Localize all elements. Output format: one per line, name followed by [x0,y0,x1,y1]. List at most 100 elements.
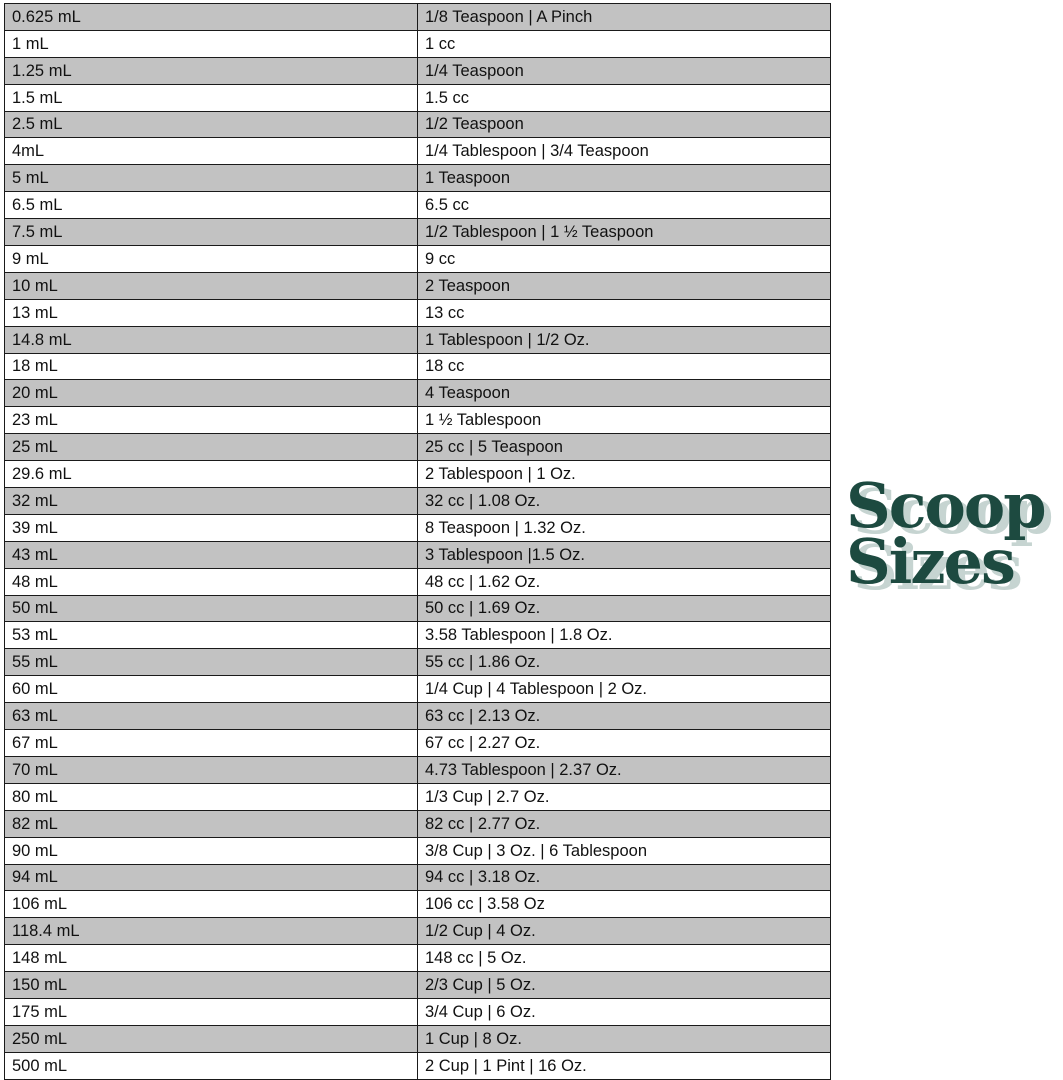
volume-ml-cell: 90 mL [4,836,418,865]
table-row: 5 mL 1 Teaspoon [4,164,831,193]
table-row: 82 mL 82 cc | 2.77 Oz. [4,809,831,838]
table-row: 1.25 mL 1/4 Teaspoon [4,56,831,85]
volume-ml-cell: 70 mL [4,755,418,784]
volume-ml-cell: 10 mL [4,271,418,300]
table-row: 67 mL 67 cc | 2.27 Oz. [4,729,831,757]
volume-ml-cell: 9 mL [4,245,418,273]
equivalent-cell: 1/3 Cup | 2.7 Oz. [417,782,831,811]
table-row: 250 mL 1 Cup | 8 Oz. [4,1024,831,1053]
table-row: 14.8 mL 1 Tablespoon | 1/2 Oz. [4,325,831,354]
table-row: 118.4 mL 1/2 Cup | 4 Oz. [4,917,831,946]
table-row: 1.5 mL 1.5 cc [4,83,831,112]
volume-ml-cell: 18 mL [4,352,418,381]
table-row: 39 mL 8 Teaspoon | 1.32 Oz. [4,513,831,542]
volume-ml-cell: 23 mL [4,406,418,435]
volume-ml-cell: 39 mL [4,513,418,542]
equivalent-cell: 63 cc | 2.13 Oz. [417,702,831,731]
volume-ml-cell: 43 mL [4,540,418,569]
volume-ml-cell: 175 mL [4,997,418,1026]
equivalent-cell: 1 Teaspoon [417,164,831,193]
equivalent-cell: 94 cc | 3.18 Oz. [417,863,831,892]
volume-ml-cell: 4mL [4,137,418,166]
equivalent-cell: 1/8 Teaspoon | A Pinch [417,3,831,31]
table-row: 10 mL 2 Teaspoon [4,271,831,300]
equivalent-cell: 1/4 Tablespoon | 3/4 Teaspoon [417,137,831,166]
equivalent-cell: 2 Cup | 1 Pint | 16 Oz. [417,1051,831,1080]
volume-ml-cell: 53 mL [4,621,418,650]
table-row: 150 mL 2/3 Cup | 5 Oz. [4,971,831,999]
table-row: 4mL 1/4 Tablespoon | 3/4 Teaspoon [4,137,831,166]
table-row: 29.6 mL 2 Tablespoon | 1 Oz. [4,460,831,489]
table-row: 7.5 mL 1/2 Tablespoon | 1 ½ Teaspoon [4,218,831,247]
volume-ml-cell: 0.625 mL [4,3,418,31]
volume-ml-cell: 1.25 mL [4,56,418,85]
equivalent-cell: 8 Teaspoon | 1.32 Oz. [417,513,831,542]
volume-ml-cell: 150 mL [4,971,418,999]
volume-ml-cell: 7.5 mL [4,218,418,247]
table-row: 148 mL 148 cc | 5 Oz. [4,944,831,973]
volume-ml-cell: 20 mL [4,379,418,408]
equivalent-cell: 1 Cup | 8 Oz. [417,1024,831,1053]
equivalent-cell: 48 cc | 1.62 Oz. [417,567,831,596]
volume-ml-cell: 80 mL [4,782,418,811]
table-row: 20 mL 4 Teaspoon [4,379,831,408]
equivalent-cell: 82 cc | 2.77 Oz. [417,809,831,838]
scoop-size-table: 0.625 mL 1/8 Teaspoon | A Pinch 1 mL 1 cc 1.… [4,3,831,1080]
equivalent-cell: 3/8 Cup | 3 Oz. | 6 Tablespoon [417,836,831,865]
logo-line-2: Sizes [846,525,1016,598]
volume-ml-cell: 118.4 mL [4,917,418,946]
equivalent-cell: 3/4 Cup | 6 Oz. [417,997,831,1026]
table-row: 60 mL 1/4 Cup | 4 Tablespoon | 2 Oz. [4,675,831,704]
volume-ml-cell: 55 mL [4,648,418,677]
equivalent-cell: 3.58 Tablespoon | 1.8 Oz. [417,621,831,650]
equivalent-cell: 6.5 cc [417,191,831,220]
table-row: 106 mL 106 cc | 3.58 Oz [4,890,831,919]
equivalent-cell: 32 cc | 1.08 Oz. [417,487,831,515]
table-row: 18 mL 18 cc [4,352,831,381]
equivalent-cell: 50 cc | 1.69 Oz. [417,594,831,623]
table-row: 23 mL 1 ½ Tablespoon [4,406,831,435]
equivalent-cell: 148 cc | 5 Oz. [417,944,831,973]
equivalent-cell: 1/4 Cup | 4 Tablespoon | 2 Oz. [417,675,831,704]
equivalent-cell: 1/2 Cup | 4 Oz. [417,917,831,946]
equivalent-cell: 1/4 Teaspoon [417,56,831,85]
volume-ml-cell: 148 mL [4,944,418,973]
table-row: 94 mL 94 cc | 3.18 Oz. [4,863,831,892]
table-row: 13 mL 13 cc [4,298,831,327]
equivalent-cell: 1/2 Tablespoon | 1 ½ Teaspoon [417,218,831,247]
equivalent-cell: 2/3 Cup | 5 Oz. [417,971,831,999]
scoop-sizes-logo: Scoop Sizes [846,475,1061,598]
table-row: 1 mL 1 cc [4,29,831,58]
volume-ml-cell: 106 mL [4,890,418,919]
volume-ml-cell: 82 mL [4,809,418,838]
table-row: 500 mL 2 Cup | 1 Pint | 16 Oz. [4,1051,831,1080]
volume-ml-cell: 25 mL [4,433,418,462]
table-row: 80 mL 1/3 Cup | 2.7 Oz. [4,782,831,811]
volume-ml-cell: 1.5 mL [4,83,418,112]
equivalent-cell: 1.5 cc [417,83,831,112]
equivalent-cell: 1 cc [417,29,831,58]
equivalent-cell: 4 Teaspoon [417,379,831,408]
equivalent-cell: 2 Teaspoon [417,271,831,300]
table-row: 0.625 mL 1/8 Teaspoon | A Pinch [4,3,831,31]
volume-ml-cell: 32 mL [4,487,418,515]
table-row: 55 mL 55 cc | 1.86 Oz. [4,648,831,677]
equivalent-cell: 55 cc | 1.86 Oz. [417,648,831,677]
equivalent-cell: 106 cc | 3.58 Oz [417,890,831,919]
volume-ml-cell: 63 mL [4,702,418,731]
equivalent-cell: 25 cc | 5 Teaspoon [417,433,831,462]
table-row: 25 mL 25 cc | 5 Teaspoon [4,433,831,462]
equivalent-cell: 9 cc [417,245,831,273]
table-row: 90 mL 3/8 Cup | 3 Oz. | 6 Tablespoon [4,836,831,865]
volume-ml-cell: 1 mL [4,29,418,58]
equivalent-cell: 18 cc [417,352,831,381]
volume-ml-cell: 50 mL [4,594,418,623]
volume-ml-cell: 29.6 mL [4,460,418,489]
volume-ml-cell: 48 mL [4,567,418,596]
table-row: 50 mL 50 cc | 1.69 Oz. [4,594,831,623]
table-row: 43 mL 3 Tablespoon |1.5 Oz. [4,540,831,569]
volume-ml-cell: 14.8 mL [4,325,418,354]
table-row: 2.5 mL 1/2 Teaspoon [4,110,831,139]
table-row: 6.5 mL 6.5 cc [4,191,831,220]
table-row: 32 mL 32 cc | 1.08 Oz. [4,487,831,515]
